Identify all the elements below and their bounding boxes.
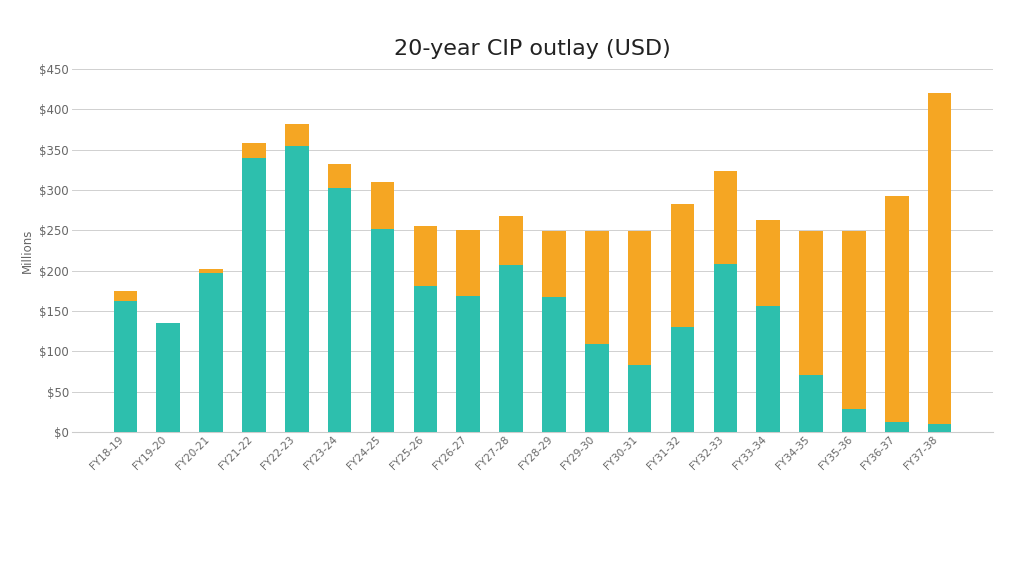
Bar bbox=[842, 231, 865, 410]
Bar bbox=[714, 170, 737, 264]
Bar bbox=[928, 424, 951, 432]
Bar bbox=[157, 323, 180, 432]
Bar bbox=[928, 93, 951, 424]
Bar bbox=[285, 146, 308, 432]
Bar bbox=[242, 143, 265, 158]
Bar bbox=[328, 164, 351, 188]
Bar bbox=[500, 216, 523, 265]
Bar bbox=[585, 344, 608, 432]
Bar bbox=[414, 226, 437, 286]
Bar bbox=[542, 231, 565, 297]
Bar bbox=[114, 301, 137, 432]
Bar bbox=[714, 264, 737, 432]
Bar bbox=[628, 231, 651, 365]
Bar bbox=[542, 297, 565, 432]
Bar bbox=[500, 265, 523, 432]
Bar bbox=[371, 182, 394, 229]
Bar bbox=[671, 204, 694, 327]
Bar bbox=[842, 410, 865, 432]
Bar bbox=[800, 231, 823, 375]
Bar bbox=[242, 158, 265, 432]
Bar bbox=[328, 188, 351, 432]
Bar bbox=[285, 124, 308, 146]
Bar bbox=[671, 327, 694, 432]
Bar bbox=[885, 422, 908, 432]
Bar bbox=[371, 229, 394, 432]
Bar bbox=[114, 291, 137, 301]
Bar bbox=[200, 273, 223, 432]
Bar bbox=[457, 230, 480, 295]
Title: 20-year CIP outlay (USD): 20-year CIP outlay (USD) bbox=[394, 39, 671, 59]
Bar bbox=[757, 306, 780, 432]
Bar bbox=[800, 375, 823, 432]
Y-axis label: Millions: Millions bbox=[20, 228, 34, 273]
Bar bbox=[414, 286, 437, 432]
Bar bbox=[200, 269, 223, 273]
Bar bbox=[757, 220, 780, 306]
Bar bbox=[457, 295, 480, 432]
Bar bbox=[885, 196, 908, 422]
Bar bbox=[628, 365, 651, 432]
Bar bbox=[585, 231, 608, 344]
